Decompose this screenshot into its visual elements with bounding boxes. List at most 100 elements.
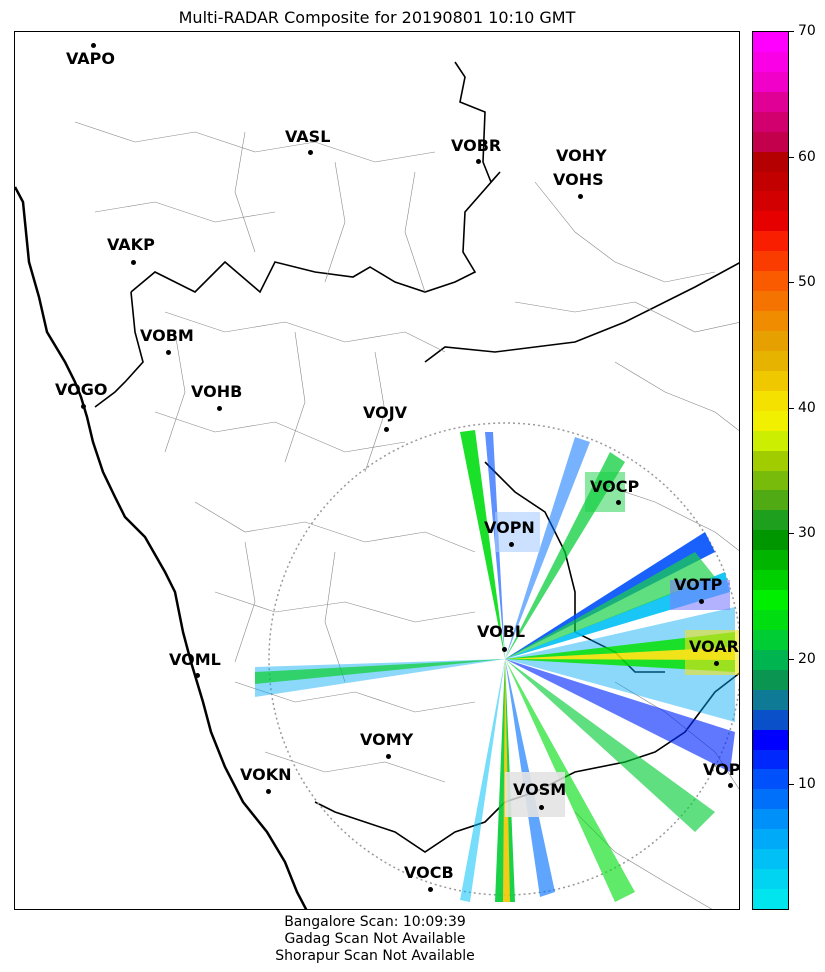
station-label-vogo: VOGO bbox=[55, 380, 108, 399]
station-dot bbox=[428, 887, 433, 892]
station-label-vokn: VOKN bbox=[240, 765, 292, 784]
colorbar-tick bbox=[789, 533, 794, 535]
station-dot bbox=[266, 789, 271, 794]
station-dot bbox=[308, 150, 313, 155]
colorbar-tick-label: 70 bbox=[798, 23, 816, 39]
colorbar-segment bbox=[753, 250, 788, 272]
colorbar-segment bbox=[753, 130, 788, 152]
colorbar-segment bbox=[753, 349, 788, 371]
station-label-vakp: VAKP bbox=[107, 235, 155, 254]
station-label-vopc: VOPC bbox=[703, 760, 740, 779]
colorbar-segment bbox=[753, 310, 788, 331]
station-dot bbox=[509, 542, 514, 547]
colorbar-segment bbox=[753, 489, 788, 511]
colorbar-segment bbox=[753, 748, 788, 770]
colorbar-segment bbox=[753, 668, 788, 690]
station-dot bbox=[384, 427, 389, 432]
station-dot bbox=[728, 783, 733, 788]
colorbar-tick bbox=[789, 282, 794, 284]
colorbar-segment bbox=[753, 90, 788, 112]
colorbar-segment bbox=[753, 648, 788, 670]
station-dot bbox=[616, 500, 621, 505]
station-dot bbox=[476, 159, 481, 164]
colorbar-segment bbox=[753, 409, 788, 431]
colorbar-tick-label: 30 bbox=[798, 525, 816, 542]
station-label-vobl: VOBL bbox=[477, 622, 526, 641]
district-borders bbox=[74, 121, 739, 909]
station-dot bbox=[195, 673, 200, 678]
colorbar-segment bbox=[753, 628, 788, 650]
station-label-vobr: VOBR bbox=[451, 136, 502, 155]
colorbar-segment bbox=[753, 848, 788, 870]
colorbar-segment bbox=[753, 589, 788, 611]
colorbar-segment bbox=[753, 688, 788, 710]
station-label-vosm: VOSM bbox=[513, 780, 567, 799]
colorbar-segment bbox=[753, 330, 788, 351]
station-dot bbox=[217, 406, 222, 411]
colorbar-segment bbox=[753, 469, 788, 491]
station-label-vasl: VASL bbox=[285, 127, 331, 146]
colorbar-tick-label: 50 bbox=[798, 274, 816, 291]
colorbar-segment bbox=[753, 569, 788, 591]
colorbar-segment bbox=[753, 828, 788, 850]
station-label-vohy: VOHY bbox=[556, 146, 607, 165]
colorbar-segment bbox=[753, 150, 788, 172]
colorbar-segment bbox=[753, 768, 788, 790]
colorbar-tick-label: 20 bbox=[798, 650, 816, 667]
station-label-vapo: VAPO bbox=[66, 49, 116, 68]
colorbar-segment bbox=[753, 290, 788, 312]
coastline bbox=[15, 186, 308, 909]
footer-line-gadag: Gadag Scan Not Available bbox=[284, 931, 466, 947]
station-label-vopn: VOPN bbox=[484, 518, 535, 537]
colorbar-segment bbox=[753, 529, 788, 551]
colorbar-segment bbox=[753, 609, 788, 630]
station-dot bbox=[91, 43, 96, 48]
station-dot bbox=[714, 661, 719, 666]
station-dot bbox=[578, 194, 583, 199]
colorbar-segment bbox=[753, 728, 788, 750]
colorbar-segment bbox=[753, 389, 788, 411]
colorbar-tick-label: 40 bbox=[798, 399, 816, 416]
colorbar-tick bbox=[789, 407, 794, 409]
station-dot bbox=[81, 404, 86, 409]
colorbar-segment bbox=[753, 230, 788, 252]
station-dot bbox=[386, 754, 391, 759]
station-label-vobm: VOBM bbox=[140, 326, 194, 345]
map-title: Multi-RADAR Composite for 20190801 10:10… bbox=[178, 8, 576, 27]
station-label-voml: VOML bbox=[169, 650, 221, 669]
colorbar-tick bbox=[789, 658, 794, 660]
footer-line-bangalore: Bangalore Scan: 10:09:39 bbox=[284, 914, 466, 930]
colorbar-segment bbox=[753, 708, 788, 730]
station-label-vocp: VOCP bbox=[590, 477, 640, 496]
state-border-north bbox=[130, 61, 501, 294]
station-label-vohs: VOHS bbox=[553, 170, 604, 189]
colorbar-tick bbox=[789, 31, 794, 32]
colorbar-tick-label: 10 bbox=[798, 776, 816, 793]
station-label-vomy: VOMY bbox=[360, 730, 414, 749]
colorbar-segment bbox=[753, 170, 788, 192]
state-border-east bbox=[424, 262, 739, 363]
state-border-west bbox=[94, 291, 144, 408]
colorbar-segment bbox=[753, 32, 788, 52]
station-label-voar: VOAR bbox=[689, 637, 739, 656]
footer-line-shorapur: Shorapur Scan Not Available bbox=[275, 948, 475, 964]
map-canvas bbox=[15, 61, 739, 909]
colorbar-segment bbox=[753, 429, 788, 451]
colorbar-segment bbox=[753, 50, 788, 72]
colorbar-tick-label: 60 bbox=[798, 148, 816, 165]
colorbar bbox=[752, 31, 789, 910]
colorbar-segment bbox=[753, 270, 788, 292]
colorbar-segment bbox=[753, 868, 788, 890]
radar-echoes bbox=[255, 430, 739, 902]
colorbar-tick bbox=[789, 156, 794, 158]
station-dot bbox=[699, 599, 704, 604]
station-label-vohb: VOHB bbox=[191, 382, 243, 401]
colorbar-segment bbox=[753, 509, 788, 531]
station-dot bbox=[502, 647, 507, 652]
colorbar-segment bbox=[753, 449, 788, 471]
colorbar-segment bbox=[753, 549, 788, 571]
colorbar-segment bbox=[753, 369, 788, 391]
station-label-vojv: VOJV bbox=[363, 403, 408, 422]
radar-map: VAPO VASL VOBR VOHY VOHS VAKP VOBM VOGO … bbox=[14, 31, 740, 910]
station-dot bbox=[166, 350, 171, 355]
